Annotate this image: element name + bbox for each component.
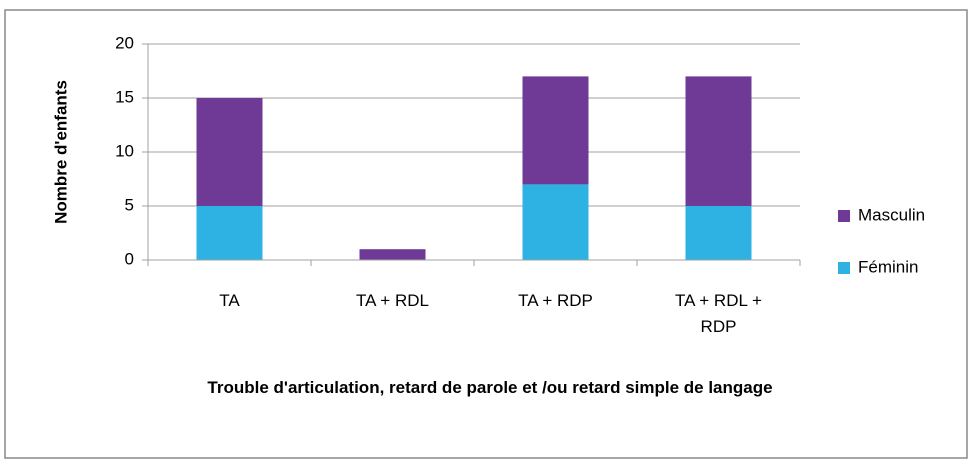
bar-segment [522, 76, 589, 185]
legend-swatch [838, 262, 850, 274]
x-tick-label: TA + RDL [356, 291, 429, 310]
y-tick-label: 10 [115, 141, 134, 160]
x-tick-label: TA + RDP [518, 291, 593, 310]
x-tick-label: TA + RDL + RDP [675, 291, 762, 336]
bar-segment [359, 249, 426, 260]
bar-segment [685, 76, 752, 207]
y-tick-label: 0 [125, 249, 134, 268]
y-axis-title: Nombre d'enfants [51, 80, 70, 224]
bar-segment [196, 98, 263, 206]
legend-swatch [838, 210, 850, 222]
y-tick-label: 20 [115, 33, 134, 52]
y-tick-label: 15 [115, 87, 134, 106]
bar-segment [522, 184, 589, 260]
legend-label: Masculin [858, 205, 925, 224]
chart-border [4, 9, 968, 459]
bar-segment [685, 206, 752, 260]
y-tick-label: 5 [125, 195, 134, 214]
bar-segment [196, 206, 263, 260]
x-tick-label: TA [219, 291, 240, 310]
legend-label: Féminin [858, 257, 918, 276]
x-axis-title: Trouble d'articulation, retard de parole… [207, 378, 773, 397]
